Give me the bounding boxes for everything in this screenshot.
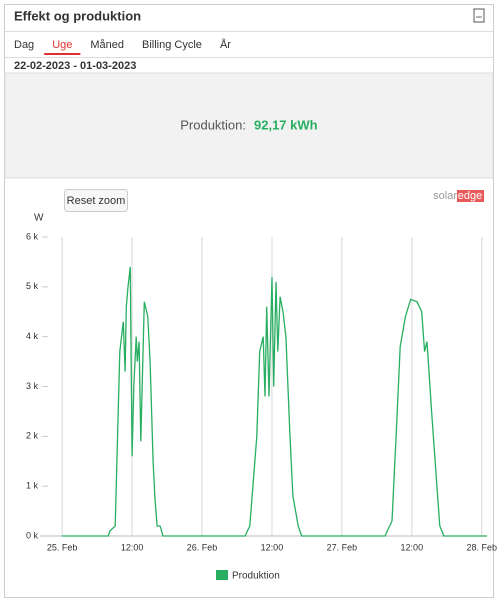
x-tick-label: 12:00 — [261, 542, 284, 552]
reset-zoom-label: Reset zoom — [67, 195, 126, 207]
logo-right: edge — [458, 190, 482, 202]
y-tick-label: 6 k — [26, 231, 39, 241]
tab-bar: Dag Uge Måned Billing Cycle År — [14, 38, 231, 55]
tab[interactable]: År — [220, 38, 231, 51]
x-tick-label: 26. Feb — [187, 542, 218, 552]
logo-left: solar — [433, 190, 457, 202]
tab[interactable]: Uge — [52, 39, 72, 51]
y-tick-label: 3 k — [26, 381, 39, 391]
csv-icon-label: csv — [476, 14, 482, 19]
plot: 0 k 1 k 2 k 3 k 4 k 5 k 6 k 25. Feb 12:00 26. Feb… — [26, 231, 497, 581]
tab-underline — [44, 53, 81, 55]
x-tick-label: 12:00 — [401, 542, 424, 552]
summary-value: 92,17 kWh — [254, 117, 318, 132]
panel-title: Effekt og produktion — [14, 8, 141, 23]
y-axis-label: W — [34, 213, 44, 224]
x-tick-label: 28. Feb — [466, 542, 497, 552]
x-tick-label: 27. Feb — [327, 542, 358, 552]
x-tick-label: 12:00 — [121, 542, 144, 552]
series-line — [62, 266, 487, 537]
y-tick-label: 0 k — [26, 530, 39, 540]
y-tick-label: 2 k — [26, 431, 39, 441]
legend-label[interactable]: Produktion — [232, 571, 280, 582]
y-tick-label: 4 k — [26, 331, 39, 341]
y-tick-label: 5 k — [26, 281, 39, 291]
y-tick-label: 1 k — [26, 481, 39, 491]
tab[interactable]: Måned — [90, 39, 124, 51]
summary-box — [4, 72, 494, 179]
x-tick-label: 25. Feb — [47, 542, 78, 552]
legend-swatch — [216, 570, 228, 580]
date-range: 22-02-2023 - 01-03-2023 — [14, 60, 136, 72]
csv-icon[interactable] — [473, 8, 485, 23]
reset-zoom-button[interactable] — [64, 189, 128, 212]
summary-label: Produktion: — [180, 117, 246, 132]
tab[interactable]: Dag — [14, 39, 34, 51]
tab[interactable]: Billing Cycle — [142, 39, 202, 51]
logo-box — [457, 190, 484, 202]
